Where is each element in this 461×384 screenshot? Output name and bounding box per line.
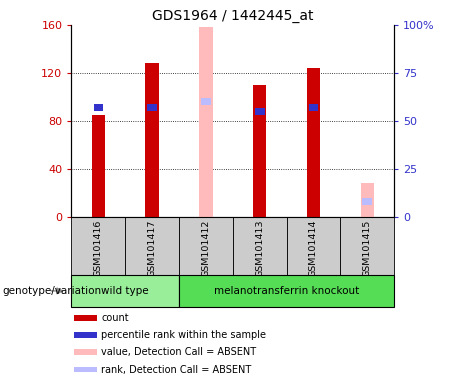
- Text: value, Detection Call = ABSENT: value, Detection Call = ABSENT: [101, 347, 256, 357]
- Text: GSM101414: GSM101414: [309, 220, 318, 277]
- Bar: [92, 115, 105, 217]
- Bar: [233, 217, 287, 275]
- Text: genotype/variation: genotype/variation: [2, 286, 101, 296]
- Bar: [253, 85, 266, 217]
- Bar: [74, 349, 97, 355]
- Title: GDS1964 / 1442445_at: GDS1964 / 1442445_at: [152, 8, 313, 23]
- Bar: [74, 367, 97, 372]
- Bar: [145, 63, 159, 217]
- Bar: [199, 27, 213, 217]
- Bar: [125, 217, 179, 275]
- Text: GSM101415: GSM101415: [363, 220, 372, 277]
- Bar: [362, 198, 372, 205]
- Bar: [255, 108, 265, 115]
- Bar: [340, 217, 394, 275]
- Bar: [148, 104, 157, 111]
- Text: rank, Detection Call = ABSENT: rank, Detection Call = ABSENT: [101, 365, 252, 375]
- Text: GSM101413: GSM101413: [255, 220, 264, 277]
- Bar: [309, 104, 318, 111]
- Bar: [287, 217, 340, 275]
- Text: GSM101412: GSM101412: [201, 220, 210, 277]
- Bar: [307, 68, 320, 217]
- Bar: [179, 275, 394, 307]
- Bar: [179, 217, 233, 275]
- Bar: [201, 98, 211, 105]
- Text: GSM101416: GSM101416: [94, 220, 103, 277]
- Text: count: count: [101, 313, 129, 323]
- Bar: [74, 316, 97, 321]
- Bar: [74, 333, 97, 338]
- Text: melanotransferrin knockout: melanotransferrin knockout: [214, 286, 359, 296]
- Bar: [94, 104, 103, 111]
- Bar: [361, 184, 374, 217]
- Text: percentile rank within the sample: percentile rank within the sample: [101, 330, 266, 340]
- Bar: [71, 275, 179, 307]
- Text: GSM101417: GSM101417: [148, 220, 157, 277]
- Text: wild type: wild type: [101, 286, 149, 296]
- Bar: [71, 217, 125, 275]
